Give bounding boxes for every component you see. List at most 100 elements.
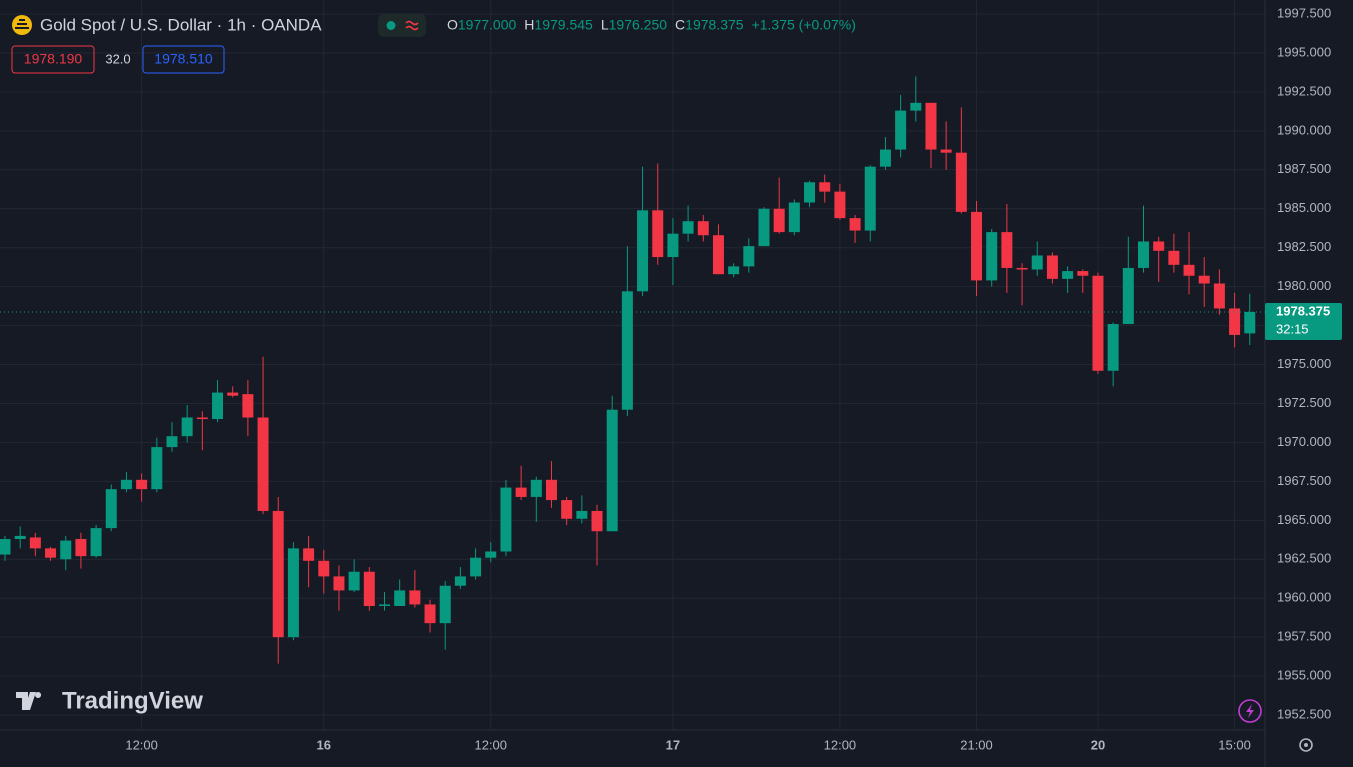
candle-body [971,211,983,281]
y-tick-label: 1970.000 [1277,434,1331,449]
candle-body [287,548,299,638]
candle-body [105,489,117,529]
x-tick-label: 15:00 [1218,737,1251,752]
brand-logo [16,692,42,710]
y-tick-label: 1985.000 [1277,200,1331,215]
candle-body [940,149,952,153]
y-tick-label: 1975.000 [1277,356,1331,371]
y-tick-label: 1960.000 [1277,590,1331,605]
candle-body [227,392,239,396]
axes: 1952.500 1955.000 1957.500 1960.000 1962.500… [125,5,1342,752]
candle-body [120,479,132,490]
candle-body [272,510,284,638]
bid-box[interactable] [11,45,95,74]
ask-box[interactable] [142,45,225,74]
candle-body [363,571,375,606]
candle-body [257,417,269,511]
y-tick-label: 1980.000 [1277,278,1331,293]
y-tick-label: 1992.500 [1277,83,1331,98]
candle-body [90,528,102,557]
candle-body [925,102,937,150]
market-open-dot [386,21,396,30]
candle-body [1244,311,1256,334]
y-tick-label: 1962.500 [1277,551,1331,566]
candle-body [879,149,891,167]
candle-body [470,557,482,577]
candle-body [743,246,755,267]
candle-body [409,590,421,605]
candle-body [728,266,740,275]
candle-body [864,166,876,231]
ohlc-key: L [601,17,609,33]
settings-icon-center [1304,743,1308,747]
candle-body [986,232,998,281]
candle-body [849,218,861,231]
candle-body [151,447,163,490]
candle-body [394,590,406,606]
bid-price[interactable]: 1978.190 [24,51,83,67]
candle-body [576,510,588,519]
candle-body [758,208,770,247]
candle-body [60,540,72,560]
candle-body [303,548,315,561]
candle-body [545,479,557,501]
ohlc-value: 1979.545 [534,17,593,33]
candle-body [242,394,254,418]
candle-body [1168,250,1180,265]
candle-body [515,487,527,497]
settings-icon[interactable] [1299,738,1313,752]
candle-body [955,152,967,212]
ohlc-key: O [447,17,458,33]
ohlc-change: +1.375 (+0.07%) [752,17,856,33]
candle-body [136,479,148,490]
candle-body [819,182,831,192]
status-pill [378,14,426,37]
y-tick-label: 1997.500 [1277,5,1331,20]
candle-body [1031,255,1043,270]
candle-body [212,392,224,420]
ask-price[interactable]: 1978.510 [154,51,213,67]
y-tick-label: 1972.500 [1277,395,1331,410]
candle-body [682,221,694,234]
candle-body [348,571,360,591]
ohlc-key: H [524,17,534,33]
candle-body [485,551,497,558]
y-tick-label: 1987.500 [1277,161,1331,176]
candle-body [788,202,800,233]
ohlc-value: 1976.250 [609,17,668,33]
candle-body [606,409,618,532]
candle-body [697,221,709,236]
candle-body [895,110,907,150]
alert-bolt [1246,704,1254,718]
candle-body [561,500,573,519]
ohlc-key: C [675,17,685,33]
x-tick-label: 20 [1091,737,1105,752]
y-tick-label: 1990.000 [1277,122,1331,137]
candle-body [773,208,785,233]
candle-body [196,417,208,420]
y-tick-label: 1957.500 [1277,629,1331,644]
ohlc-value: 1978.375 [685,17,744,33]
candle-body [712,235,724,275]
candle-body [454,576,466,586]
y-tick-label: 1982.500 [1277,239,1331,254]
candle-body [424,604,436,624]
candle-body [667,233,679,258]
symbol-title: Gold Spot / U.S. Dollar · 1h · OANDA [40,15,322,34]
candle-body [804,182,816,203]
y-tick-label: 1952.500 [1277,706,1331,721]
last-price-label: 1978.375 [1276,303,1330,318]
alert-icon[interactable] [1238,699,1262,723]
ohlc-legend: O 1977.000 H 1979.545 L 1976.250 C 1978.375 +1.3… [447,17,856,33]
countdown: 32:15 [1276,321,1309,336]
candle-body [1107,324,1119,371]
candle-body [1183,264,1195,276]
candle-body [1198,275,1210,284]
candle-body [379,604,390,606]
candle-body [0,539,11,555]
x-tick-label: 17 [666,737,680,752]
candle-body [910,102,922,111]
candle-body [1016,267,1028,270]
